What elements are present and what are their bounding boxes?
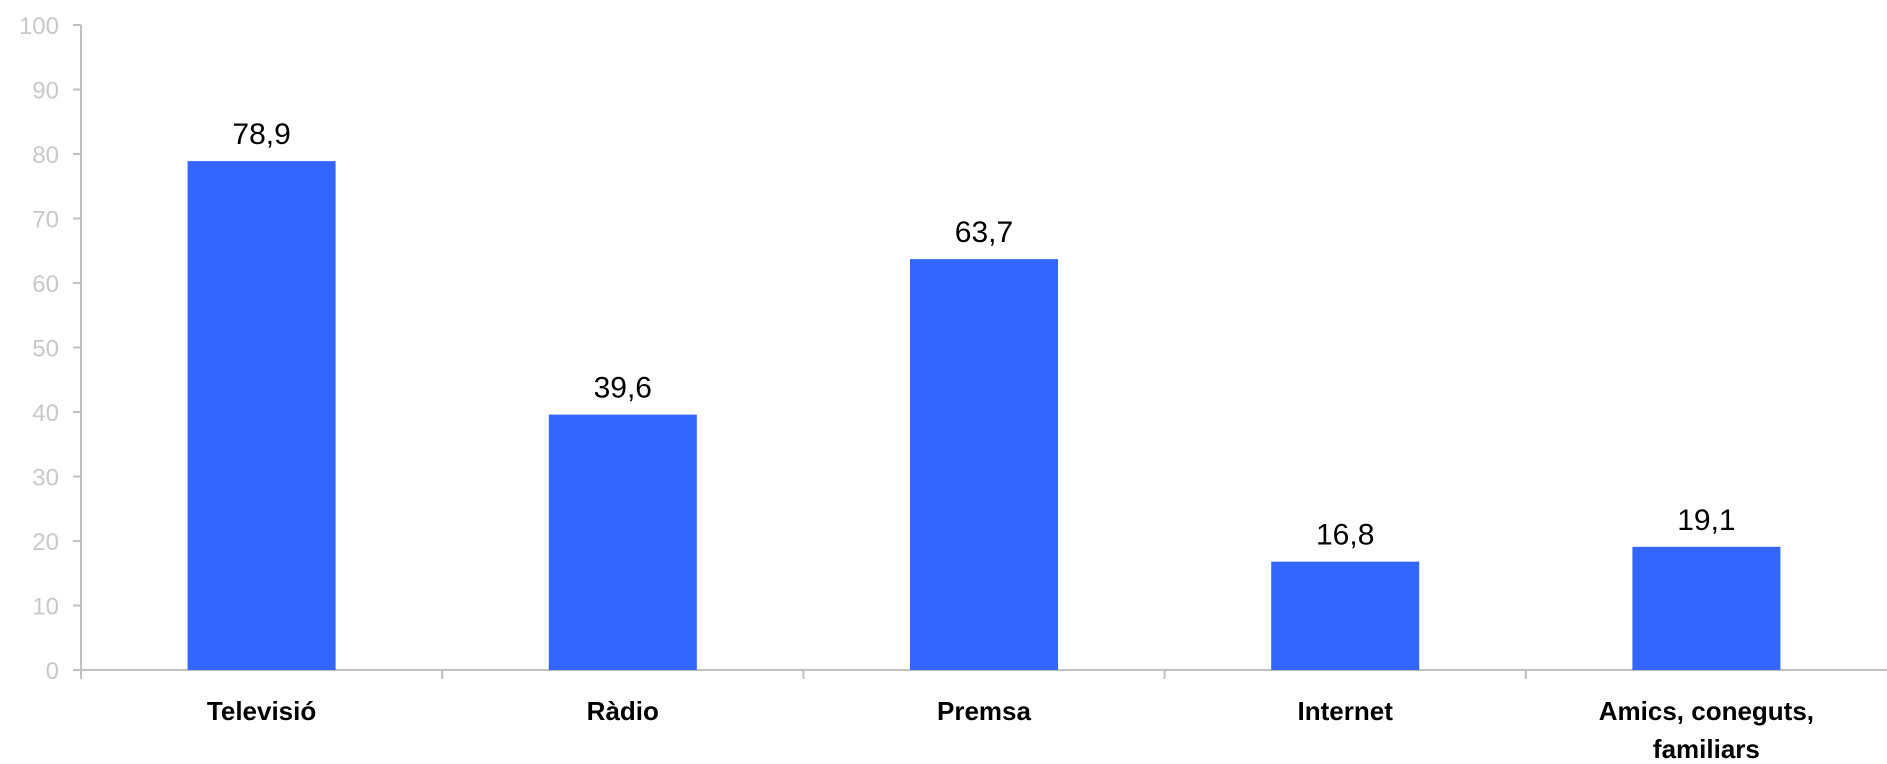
y-tick-label: 70: [32, 207, 59, 234]
data-labels: 78,9 39,6 63,7 16,8 19,1: [232, 118, 1735, 552]
y-tick-label: 20: [32, 529, 59, 556]
x-tick-label: Premsa: [937, 696, 1031, 726]
x-tick-label: Amics, coneguts,: [1599, 696, 1814, 726]
x-tick-label: Televisió: [207, 696, 316, 726]
x-axis: Televisió Ràdio Premsa Internet Amics, coneg…: [80, 669, 1887, 764]
bar: [1632, 546, 1781, 670]
y-tick-label: 10: [32, 594, 59, 621]
y-axis: 0 10 20 30 40 50 60 70 80 90 100: [19, 13, 82, 685]
bar: [1271, 561, 1420, 670]
data-label: 39,6: [594, 372, 652, 405]
data-label: 63,7: [955, 216, 1013, 249]
y-tick-label: 40: [32, 400, 59, 427]
y-tick-label: 50: [32, 336, 59, 363]
y-tick-label: 90: [32, 78, 59, 105]
x-tick-label: familiars: [1653, 734, 1760, 764]
bars: [187, 161, 1781, 670]
data-label: 19,1: [1677, 504, 1735, 537]
y-tick-label: 80: [32, 142, 59, 169]
data-label: 78,9: [232, 118, 290, 151]
bar: [187, 161, 336, 670]
y-tick-label: 0: [46, 658, 59, 685]
y-tick-label: 100: [19, 13, 59, 40]
bar: [548, 414, 697, 670]
x-tick-label: Internet: [1298, 696, 1394, 726]
y-tick-label: 60: [32, 271, 59, 298]
y-tick-label: 30: [32, 465, 59, 492]
data-label: 16,8: [1316, 519, 1374, 552]
bar: [910, 259, 1058, 670]
x-tick-label: Ràdio: [587, 696, 659, 726]
